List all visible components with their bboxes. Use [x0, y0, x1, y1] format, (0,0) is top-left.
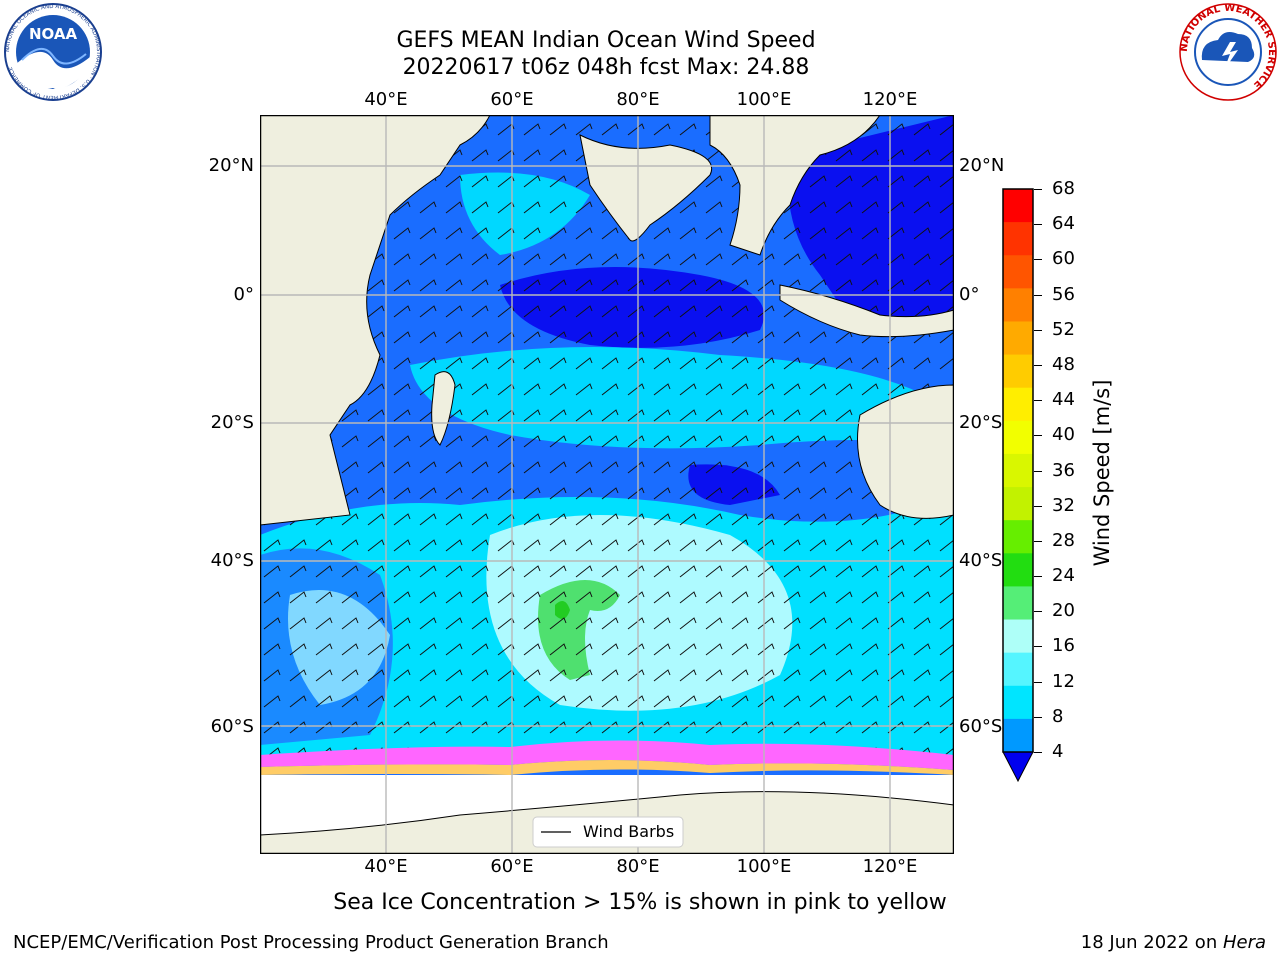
land-australia [857, 384, 954, 519]
chart-subtitle: 20220617 t06z 048h fcst Max: 24.88 [402, 55, 810, 80]
lon-tick-top: 100°E [736, 89, 792, 110]
wind-map [260, 115, 954, 854]
map-frame [260, 115, 954, 854]
colorbar-tick-mark [1034, 259, 1042, 261]
colorbar-tick-label: 16 [1052, 635, 1075, 657]
colorbar-tick-label: 4 [1052, 741, 1064, 762]
colorbar-tick-label: 32 [1052, 494, 1075, 516]
colorbar-segment [1003, 685, 1033, 720]
colorbar-tick-mark [1034, 576, 1042, 578]
colorbar-segment [1003, 619, 1033, 654]
footer-host: Hera [1222, 932, 1266, 953]
sea-ice-caption: Sea Ice Concentration > 15% is shown in … [333, 890, 947, 915]
colorbar-tick-mark [1034, 646, 1042, 648]
colorbar-segment [1003, 189, 1033, 223]
colorbar-segment [1003, 321, 1033, 356]
colorbar-segment [1003, 718, 1033, 753]
footer-date: 18 Jun 2022 on [1080, 932, 1223, 953]
colorbar-tick-label: 28 [1052, 529, 1075, 551]
land-southeast-asia [709, 115, 881, 256]
colorbar-segment [1003, 354, 1033, 389]
lat-tick-left: 20°S [210, 412, 254, 433]
lat-tick-left: 0° [233, 284, 254, 305]
colorbar-tick-mark [1034, 329, 1042, 331]
map-legend [532, 816, 684, 848]
colorbar-tick-mark [1034, 224, 1042, 226]
colorbar-title: Wind Speed [m/s] [1090, 379, 1114, 567]
nws-logo: NATIONAL WEATHER SERVICE [1179, 3, 1277, 101]
colorbar-tick-mark [1034, 294, 1042, 296]
colorbar-tick-mark [1034, 364, 1042, 366]
colorbar-extend-arrow [1002, 751, 1034, 783]
colorbar-tick-label: 12 [1052, 670, 1075, 692]
lat-tick-right: 60°S [959, 716, 1003, 737]
lon-tick-top: 80°E [616, 89, 660, 110]
noaa-logo-text: NOAA [29, 25, 78, 43]
colorbar-segment [1003, 487, 1033, 521]
colorbar-segment [1003, 222, 1033, 256]
lat-tick-left: 40°S [210, 550, 254, 571]
colorbar [1002, 188, 1034, 783]
lon-tick-top: 40°E [364, 89, 408, 110]
colorbar-tick-label: 60 [1052, 248, 1075, 270]
colorbar-tick-mark [1034, 681, 1042, 683]
colorbar-tick-label: 20 [1052, 600, 1075, 622]
chart-title: GEFS MEAN Indian Ocean Wind Speed [396, 28, 816, 53]
colorbar-segment [1003, 288, 1033, 322]
land-indonesia [779, 284, 954, 338]
colorbar-tick-mark [1034, 540, 1042, 542]
land-india [579, 134, 712, 242]
colorbar-tick-label: 52 [1052, 318, 1075, 340]
map-grid [260, 115, 954, 854]
colorbar-tick-mark [1034, 470, 1042, 472]
lat-tick-right: 20°S [959, 412, 1003, 433]
colorbar-segment [1003, 652, 1033, 687]
footer-left: NCEP/EMC/Verification Post Processing Pr… [13, 932, 609, 953]
colorbar-tick-label: 36 [1052, 459, 1075, 481]
colorbar-tick-mark [1034, 505, 1042, 507]
legend-label: Wind Barbs [583, 822, 675, 841]
sea-ice-fringe [260, 760, 954, 775]
colorbar-tick-label: 56 [1052, 283, 1075, 305]
lon-tick-top: 120°E [862, 89, 918, 110]
colorbar-tick-mark [1034, 752, 1042, 753]
colorbar-segment [1003, 255, 1033, 289]
colorbar-segment [1003, 586, 1033, 621]
colorbar-tick-mark [1034, 716, 1042, 718]
colorbar-tick-label: 44 [1052, 389, 1075, 411]
lon-tick-bottom: 80°E [616, 856, 660, 877]
colorbar-tick-label: 40 [1052, 424, 1075, 446]
colorbar-tick-mark [1034, 400, 1042, 402]
colorbar-segment [1003, 387, 1033, 422]
colorbar-tick-mark [1034, 611, 1042, 613]
lat-tick-left: 60°S [210, 716, 254, 737]
lon-tick-top: 60°E [490, 89, 534, 110]
colorbar-segment [1003, 420, 1033, 455]
colorbar-segment [1003, 553, 1033, 587]
lon-tick-bottom: 120°E [862, 856, 918, 877]
colorbar-tick-mark [1034, 189, 1042, 190]
lat-tick-right: 0° [959, 284, 980, 305]
footer-right: 18 Jun 2022 on Hera [1081, 932, 1266, 953]
lon-tick-bottom: 40°E [364, 856, 408, 877]
colorbar-tick-label: 64 [1052, 213, 1075, 235]
colorbar-tick-label: 24 [1052, 565, 1075, 587]
colorbar-frame [1002, 188, 1034, 753]
sea-ice-edge [260, 740, 954, 770]
colorbar-tick-label: 68 [1052, 178, 1075, 199]
lat-tick-left: 20°N [208, 155, 254, 176]
colorbar-segment [1003, 520, 1033, 554]
lon-tick-bottom: 100°E [736, 856, 792, 877]
colorbar-tick-label: 8 [1052, 705, 1064, 727]
lat-tick-right: 20°N [959, 155, 1005, 176]
noaa-logo: NOAA NATIONAL OCEANIC AND ATMOSPHERIC AD… [4, 3, 102, 101]
lon-tick-bottom: 60°E [490, 856, 534, 877]
lat-tick-right: 40°S [959, 550, 1003, 571]
colorbar-tick-mark [1034, 435, 1042, 437]
colorbar-segment [1003, 453, 1033, 488]
colorbar-tick-label: 48 [1052, 353, 1075, 375]
